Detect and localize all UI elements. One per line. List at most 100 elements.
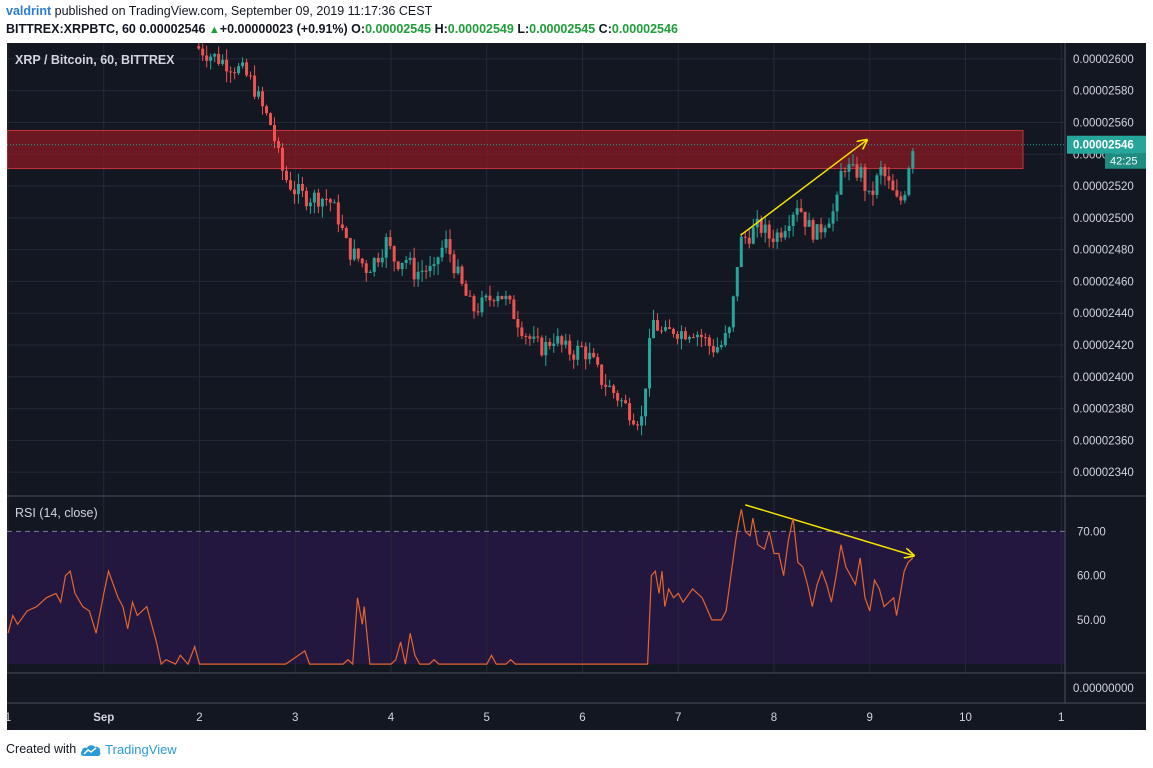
open-value: 0.00002545 [365,22,432,36]
candle-body [480,297,484,313]
candle-body [448,239,452,255]
candle-body [803,211,807,227]
time-tick-label: 1 [7,712,11,724]
candle-body [875,175,879,195]
last-price-badge [1067,135,1146,154]
candle-body [707,337,711,347]
created-with-text: Created with [6,742,77,756]
price-tick-label: 0.00002480 [1073,245,1134,257]
candle-body [648,338,652,389]
candle-body [292,189,296,195]
candle-body [416,271,420,280]
candle-body [895,190,899,197]
candle-body [524,335,528,337]
open-label: O: [351,22,366,36]
candle-body [675,333,679,339]
footer: Created with TradingView [6,742,177,757]
candle-body [887,176,891,181]
candle-body [903,194,907,201]
candle-body [560,336,564,345]
candle-body [739,236,743,268]
candle-body [859,167,863,178]
candle-body [843,170,847,172]
candle-body [580,345,584,347]
candle-body [340,224,344,229]
candle-body [907,168,911,195]
candle-body [384,237,388,258]
candle-body [823,227,827,233]
candle-body [344,228,348,239]
candle-body [608,385,612,387]
price-tick-label: 0.00002600 [1073,54,1134,66]
candle-body [663,327,667,331]
candle-body [276,141,280,148]
candle-body [863,167,867,191]
candle-body [508,295,512,300]
candle-body [691,336,695,338]
candle-body [799,208,803,212]
candle-body [356,248,360,259]
candle-body [671,328,675,334]
candle-body [679,331,683,339]
candle-body [719,345,723,348]
rsi-trend-arrow [745,504,914,556]
candle-body [767,224,771,239]
candle-body [867,190,871,192]
candle-body [604,384,608,387]
candle-body [711,346,715,353]
candle-body [472,296,476,312]
candle-body [328,199,332,203]
candle-body [652,320,656,339]
author-link[interactable]: valdrint [6,4,52,18]
candle-body [197,46,201,49]
rsi-tick-label: 60.00 [1077,571,1106,583]
price-tick-label: 0.00002520 [1073,181,1134,193]
candle-body [628,403,632,421]
tradingview-brand[interactable]: TradingView [105,742,177,758]
candle-body [396,261,400,270]
chart-title: XRP / Bitcoin, 60, BITTREX [15,53,175,67]
candle-body [520,327,524,336]
candle-body [600,364,604,385]
high-value: 0.00002549 [447,22,514,36]
up-triangle-icon: ▲ [208,24,220,36]
candle-body [352,248,356,260]
candle-body [703,337,707,339]
candle-body [372,257,376,272]
candle-body [265,106,269,114]
candle-body [584,346,588,360]
candle-body [408,257,412,261]
price-tick-label: 0.00002500 [1073,213,1134,225]
candle-body [512,299,516,320]
candle-body [847,164,851,172]
candle-body [376,257,380,263]
candle-body [787,225,791,231]
close-label: C: [598,22,612,36]
candle-body [440,247,444,258]
symbol: BITTREX:XRPBTC, 60 [6,22,136,36]
candle-body [536,336,540,338]
candle-body [727,327,731,334]
candle-body [336,202,340,225]
time-tick-label: 6 [579,712,585,724]
time-tick-label: 2 [196,712,202,724]
candle-body [476,311,480,313]
candle-body [237,66,241,74]
publish-line: valdrint published on TradingView.com, S… [6,4,432,18]
candle-body [771,238,775,242]
rsi-tick-label: 50.00 [1077,615,1106,627]
rsi-line [7,509,914,666]
price-tick-label: 0.00002380 [1073,404,1134,416]
candle-body [656,320,660,331]
candle-body [811,220,815,240]
chart-area[interactable]: 0.00002600 0.00002580 0.00002560 0.00002540… [7,43,1146,730]
chart-canvas[interactable]: 0.000026000.000025800.000025600.00002540… [7,43,1146,730]
candle-body [348,238,352,260]
candle-body [225,59,229,72]
candle-body [695,334,699,338]
price-tick-label: 0.00002580 [1073,86,1134,98]
candle-body [464,283,468,296]
price-tick-label: 0.00002360 [1073,435,1134,447]
candle-body [759,218,763,233]
rsi-tick-label: 70.00 [1077,526,1106,538]
